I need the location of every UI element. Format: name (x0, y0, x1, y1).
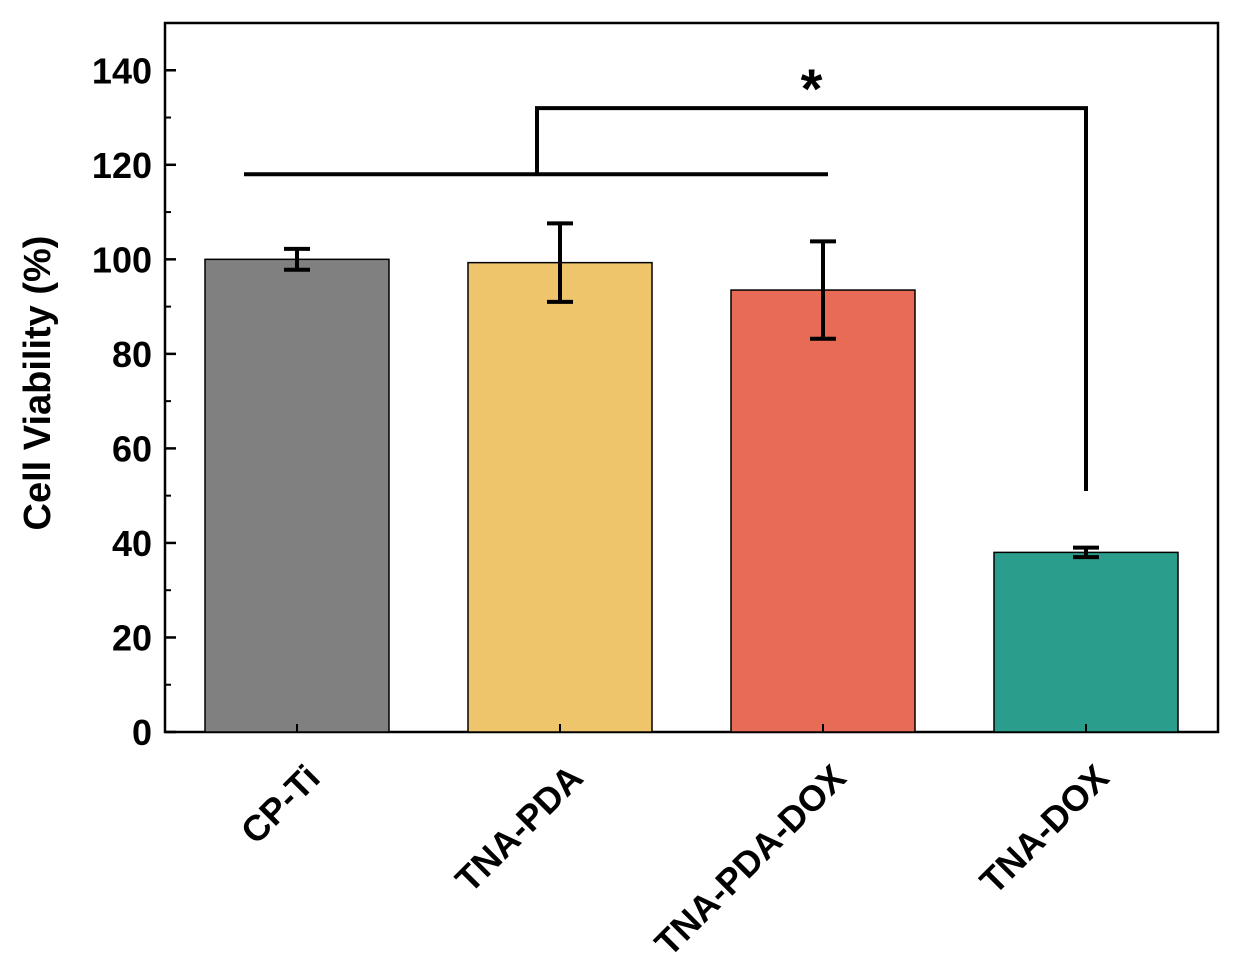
bar-tna-pda-dox (730, 289, 916, 733)
plot-area: 0 20 40 60 80 100 120 140 CP-Ti TNA-PDA TNA-PDA-DO… (92, 21, 1220, 964)
x-tick-label: CP-Ti (233, 757, 328, 852)
y-tick-label: 120 (92, 145, 152, 186)
x-tick-label: TNA-PDA (447, 757, 591, 901)
y-tick-label: 80 (112, 334, 152, 375)
y-tick-label: 140 (92, 50, 152, 91)
y-tick-label: 20 (112, 617, 152, 658)
bar-tna-pda (467, 261, 653, 733)
x-tick-label: TNA-DOX (972, 757, 1117, 902)
bar-cp-ti (204, 258, 390, 733)
y-tick-label: 60 (112, 428, 152, 469)
bar-tna-dox (993, 551, 1179, 733)
y-tick-label: 40 (112, 523, 152, 564)
y-tick-label: 0 (132, 712, 152, 753)
plot-frame (163, 21, 1220, 734)
y-tick-label: 100 (92, 239, 152, 280)
significance-bracket (535, 106, 1088, 491)
x-tick-label: TNA-PDA-DOX (646, 757, 853, 964)
significance-star: * (801, 57, 823, 120)
y-axis-title: Cell Viability (%) (17, 236, 59, 531)
